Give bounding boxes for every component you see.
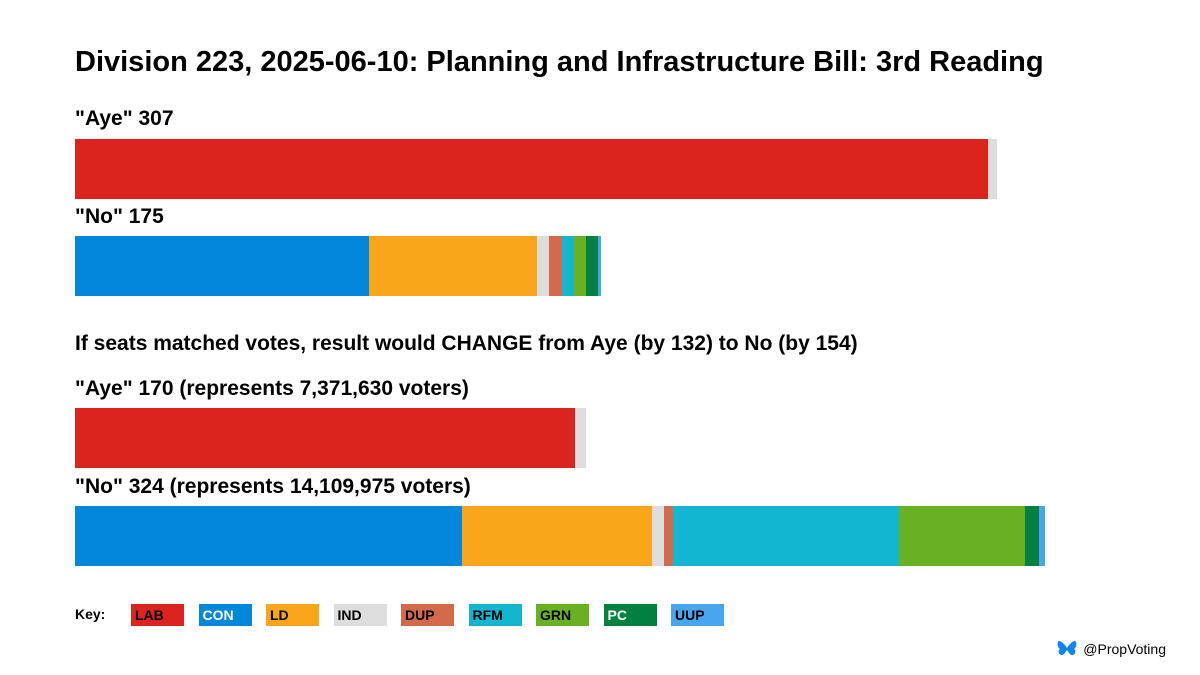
actual-no-label: "No" 175 bbox=[75, 205, 164, 228]
bar-segment-rfm bbox=[672, 506, 900, 566]
bar-segment-rfm bbox=[561, 236, 574, 296]
bar-segment-con bbox=[75, 236, 370, 296]
bar-segment-ld bbox=[462, 506, 653, 566]
bar-segment-dup bbox=[549, 236, 562, 296]
proportional-no-bar bbox=[75, 506, 1046, 566]
legend-item-label: CON bbox=[202, 607, 234, 623]
actual-aye-bar bbox=[75, 139, 998, 199]
bar-segment-ld bbox=[369, 236, 538, 296]
legend-item-ld: LD bbox=[266, 604, 319, 626]
legend-item-label: GRN bbox=[540, 607, 572, 623]
legend-item-uup: UUP bbox=[671, 604, 724, 626]
proportional-no-label: "No" 324 (represents 14,109,975 voters) bbox=[75, 475, 471, 498]
proportional-aye-label: "Aye" 170 (represents 7,371,630 voters) bbox=[75, 377, 469, 400]
actual-aye-label: "Aye" 307 bbox=[75, 107, 174, 130]
legend-item-lab: LAB bbox=[131, 604, 184, 626]
bar-segment-ind bbox=[537, 236, 550, 296]
legend-item-con: CON bbox=[198, 604, 252, 626]
footer: @PropVoting bbox=[1057, 640, 1166, 658]
legend-item-dup: DUP bbox=[401, 604, 454, 626]
butterfly-icon bbox=[1057, 640, 1077, 656]
bar-segment-uup bbox=[597, 236, 602, 296]
bar-segment-ind bbox=[651, 506, 665, 566]
bar-segment-ind bbox=[575, 408, 586, 468]
bar-segment-uup bbox=[1038, 506, 1046, 566]
legend-item-ind: IND bbox=[333, 604, 387, 626]
legend-title: Key: bbox=[75, 606, 106, 622]
bar-segment-pc bbox=[585, 236, 599, 296]
legend-item-pc: PC bbox=[603, 604, 657, 626]
legend-item-label: DUP bbox=[405, 607, 435, 623]
actual-no-bar bbox=[75, 236, 602, 296]
bar-segment-con bbox=[75, 506, 463, 566]
bar-segment-grn bbox=[573, 236, 586, 296]
footer-handle: @PropVoting bbox=[1083, 641, 1166, 657]
legend-item-label: UUP bbox=[675, 607, 705, 623]
legend-item-label: RFM bbox=[472, 607, 503, 623]
bar-segment-lab bbox=[75, 139, 989, 199]
legend-item-label: LAB bbox=[135, 607, 164, 623]
legend-item-label: PC bbox=[607, 607, 627, 623]
bar-segment-lab bbox=[75, 408, 576, 468]
legend-item-grn: GRN bbox=[536, 604, 589, 626]
bar-segment-grn bbox=[899, 506, 1026, 566]
proportional-aye-bar bbox=[75, 408, 586, 468]
chart-title: Division 223, 2025-06-10: Planning and I… bbox=[75, 46, 1044, 78]
bar-segment-ind bbox=[987, 139, 998, 199]
chart-subtitle: If seats matched votes, result would CHA… bbox=[75, 332, 858, 355]
legend-item-label: IND bbox=[337, 607, 362, 623]
legend-item-rfm: RFM bbox=[468, 604, 522, 626]
bar-segment-dup bbox=[663, 506, 674, 566]
legend-item-label: LD bbox=[270, 607, 289, 623]
bar-segment-pc bbox=[1025, 506, 1040, 566]
